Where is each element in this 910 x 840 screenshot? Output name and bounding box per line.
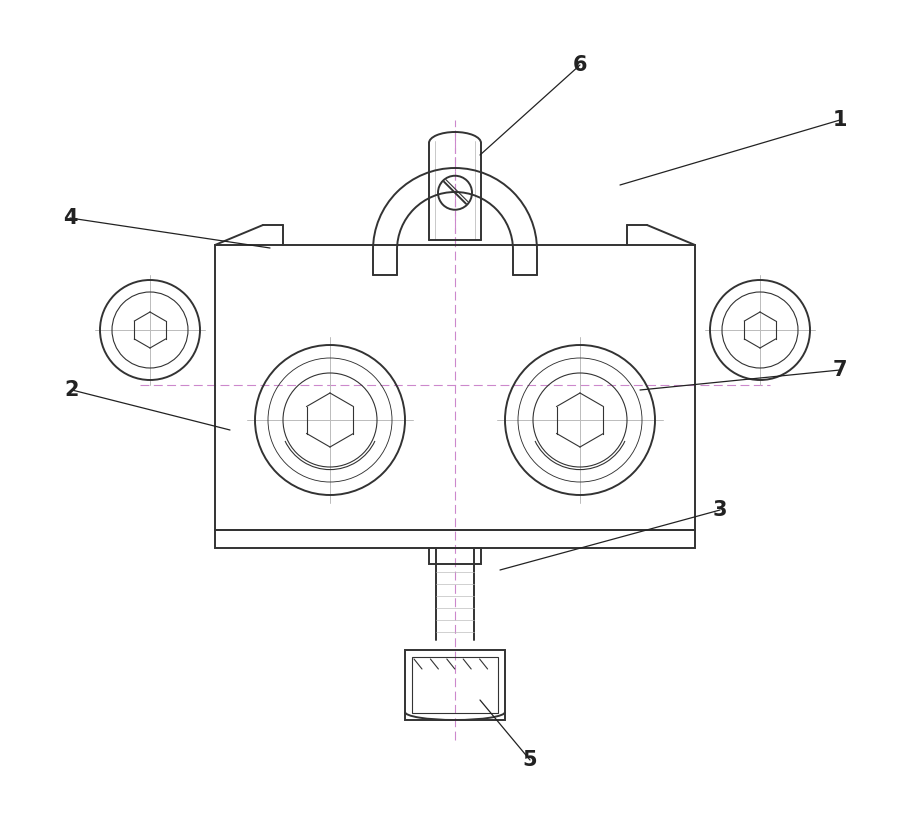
Bar — [215, 245, 695, 530]
Text: 6: 6 — [572, 55, 587, 75]
Text: 4: 4 — [63, 208, 77, 228]
Bar — [405, 650, 505, 720]
Bar — [429, 548, 481, 564]
Text: 3: 3 — [713, 500, 727, 520]
Text: 2: 2 — [65, 380, 79, 400]
Bar — [412, 657, 498, 713]
Text: 1: 1 — [833, 110, 847, 130]
Bar — [215, 530, 695, 548]
Text: 7: 7 — [833, 360, 847, 380]
Text: 5: 5 — [522, 750, 537, 770]
